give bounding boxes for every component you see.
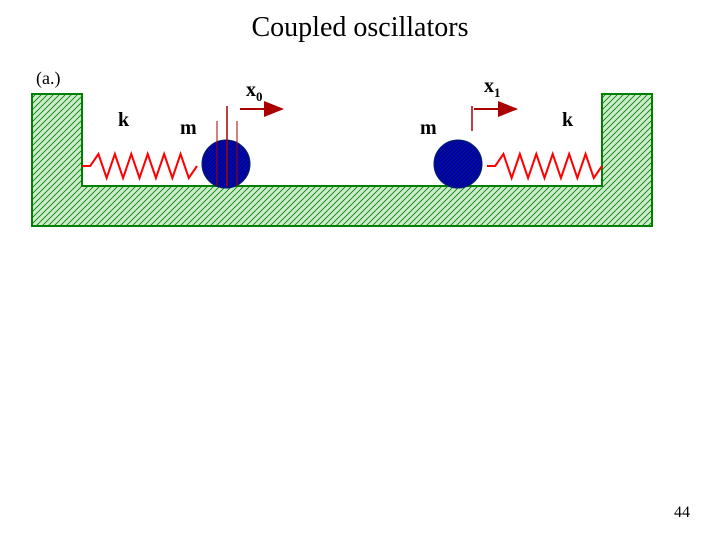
diagram-svg: (a.) k k m m x0 x1 bbox=[22, 66, 662, 236]
mass-right bbox=[434, 140, 482, 188]
spring-left bbox=[82, 154, 197, 178]
label-k-right: k bbox=[562, 109, 574, 131]
label-a: (a.) bbox=[36, 68, 60, 89]
slide: Coupled oscillators (a.) k k m m x0 x1 44 bbox=[0, 0, 720, 540]
page-number: 44 bbox=[674, 504, 690, 522]
label-k-left: k bbox=[118, 109, 130, 131]
label-m-right: m bbox=[420, 117, 437, 139]
label-x1: x1 bbox=[484, 75, 501, 100]
spring-right bbox=[487, 154, 602, 178]
label-x0: x0 bbox=[246, 79, 263, 104]
coupled-oscillators-diagram: (a.) k k m m x0 x1 bbox=[22, 66, 662, 236]
mass-left bbox=[202, 140, 250, 188]
page-title: Coupled oscillators bbox=[0, 12, 720, 44]
label-m-left: m bbox=[180, 117, 197, 139]
